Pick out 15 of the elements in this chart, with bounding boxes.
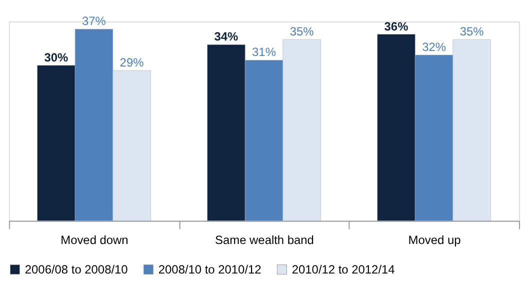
data-label: 29% <box>120 56 144 70</box>
data-label: 34% <box>214 30 239 44</box>
legend-label: 2006/08 to 2008/10 <box>24 262 128 276</box>
x-tick-label: Moved down <box>60 233 128 248</box>
legend-label: 2008/10 to 2010/12 <box>158 262 262 276</box>
data-label: 31% <box>252 45 276 60</box>
legend-label: 2010/12 to 2012/14 <box>292 262 396 276</box>
data-label: 32% <box>422 40 446 54</box>
data-label: 35% <box>460 24 484 38</box>
data-label: 36% <box>384 19 409 34</box>
data-label: 37% <box>82 14 106 28</box>
x-tick-label: Moved up <box>408 233 462 248</box>
data-label: 30% <box>44 50 69 64</box>
x-tick-label: Same wealth band <box>215 233 314 248</box>
data-label: 35% <box>290 24 314 38</box>
